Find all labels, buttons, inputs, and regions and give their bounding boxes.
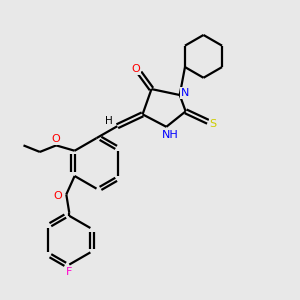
Text: H: H [105,116,113,126]
Text: N: N [181,88,189,98]
Text: O: O [54,190,62,201]
Text: O: O [132,64,140,74]
Text: NH: NH [161,130,178,140]
Text: S: S [210,118,217,128]
Text: F: F [66,267,73,277]
Text: O: O [51,134,60,144]
